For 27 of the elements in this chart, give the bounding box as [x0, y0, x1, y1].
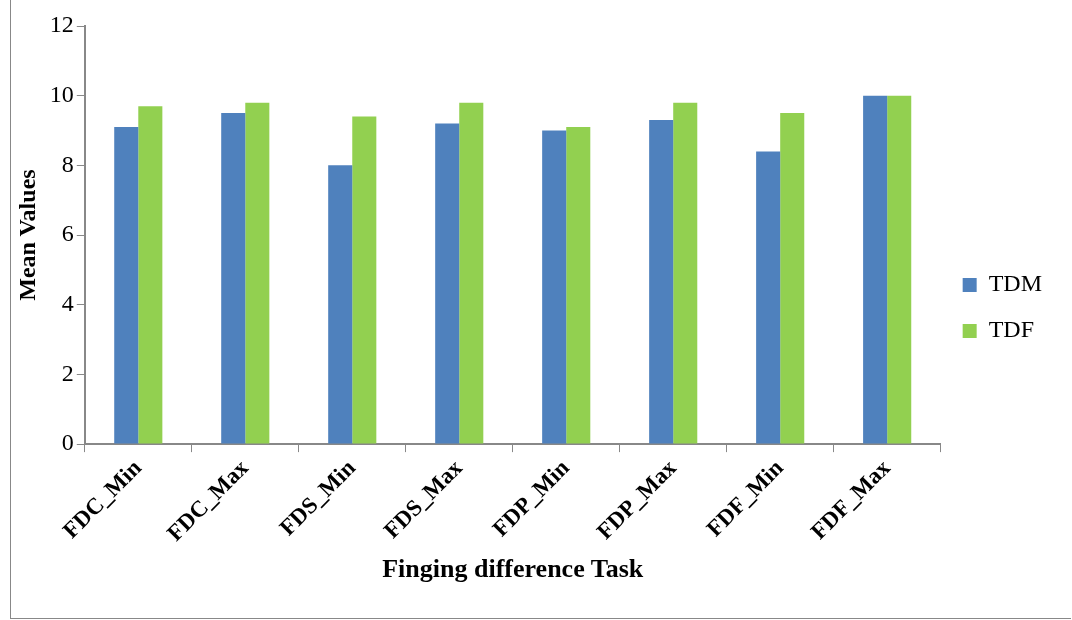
y-tick-label: 10 — [49, 80, 74, 107]
legend-label: TDF — [988, 316, 1035, 343]
y-tick-label: 8 — [61, 150, 74, 177]
x-axis-title: Finging difference Task — [382, 554, 644, 584]
bar — [566, 127, 591, 444]
legend-label: TDM — [988, 270, 1043, 297]
bar — [863, 95, 888, 444]
y-axis-title: Mean Values — [13, 169, 40, 301]
bar — [435, 123, 460, 444]
bar — [542, 130, 567, 444]
bar — [328, 165, 353, 444]
y-tick-label: 4 — [61, 290, 74, 317]
bar — [673, 102, 698, 444]
y-tick-label: 2 — [61, 359, 74, 386]
y-tick-label: 12 — [49, 11, 74, 38]
y-tick-label: 0 — [61, 429, 74, 456]
bar — [649, 120, 674, 444]
bar — [352, 116, 377, 444]
bar — [245, 102, 270, 444]
bar — [780, 113, 805, 444]
bar — [756, 151, 781, 444]
bar — [887, 95, 912, 444]
bar — [459, 102, 484, 444]
bar — [221, 113, 246, 444]
bar — [138, 106, 163, 444]
bar — [114, 127, 139, 444]
y-tick-label: 6 — [61, 220, 74, 247]
